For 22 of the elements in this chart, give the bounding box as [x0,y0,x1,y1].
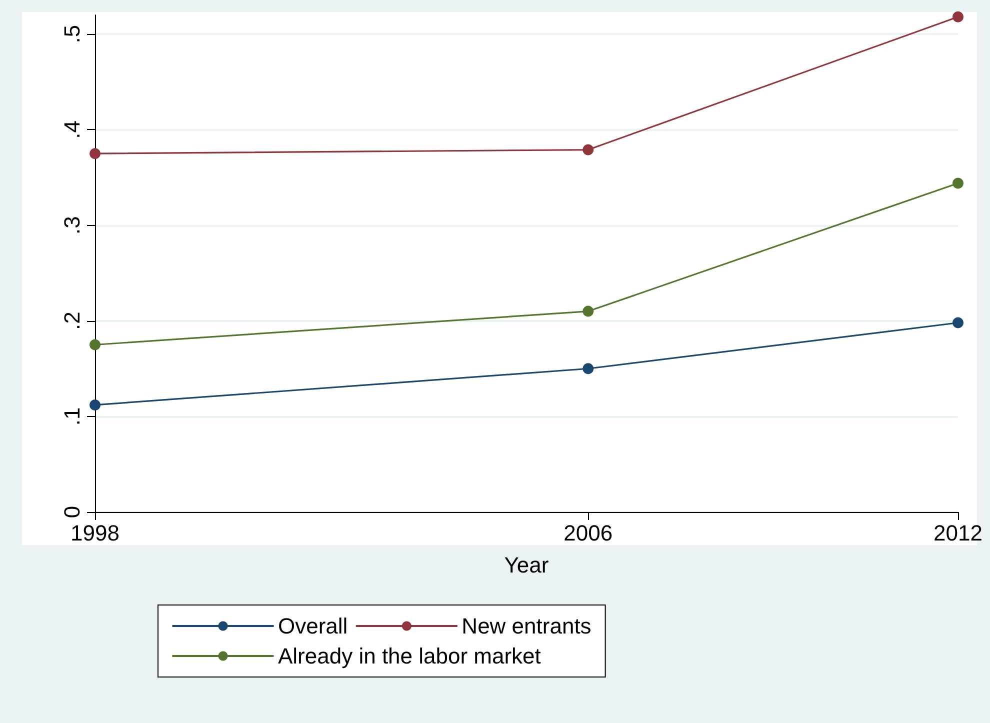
y-tick-label: .4 [60,120,84,139]
point [90,399,100,410]
point [952,11,964,22]
x-tick-label: 1998 [70,520,120,546]
point [90,339,100,350]
point [582,144,594,156]
legend-label: New entrants [462,614,592,638]
y-tick-label: .5 [60,24,84,44]
legend-label: Already in the labor market [278,644,541,668]
x-tick-label: 2012 [934,520,982,546]
x-tick-label: 2006 [564,520,613,546]
point [582,306,594,317]
point [90,148,100,160]
point [582,363,594,374]
point [952,317,964,328]
y-tick-label: .1 [60,407,84,426]
y-tick-label: 0 [60,506,84,518]
y-tick-label: .2 [60,312,84,330]
legend-label: Overall [278,614,348,638]
y-tick-label: .3 [60,216,84,234]
point [952,178,964,189]
x-axis-title: Year [504,552,549,578]
